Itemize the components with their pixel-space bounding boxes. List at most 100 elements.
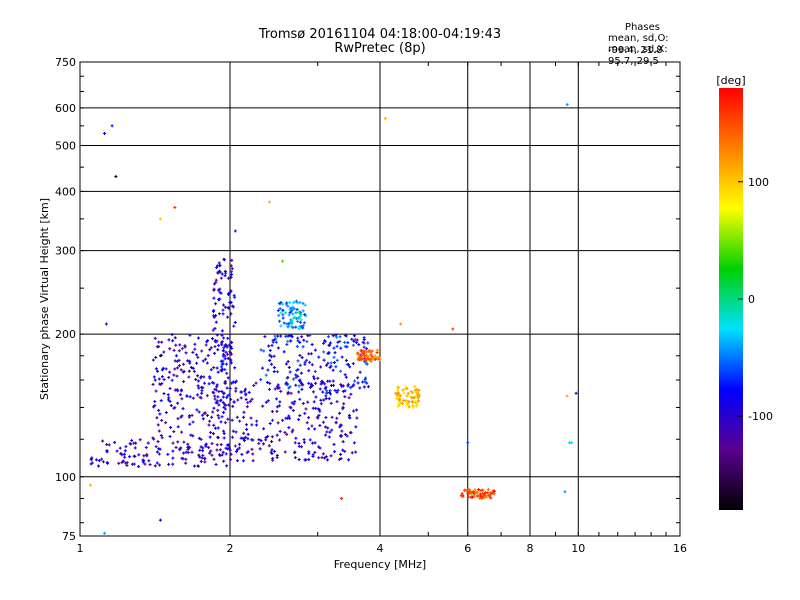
data-point xyxy=(411,390,415,394)
data-point xyxy=(475,490,479,494)
data-point xyxy=(220,415,224,419)
data-point xyxy=(301,324,305,328)
data-point xyxy=(336,388,340,392)
data-point xyxy=(331,334,335,338)
data-point xyxy=(356,353,360,357)
data-point xyxy=(121,459,125,463)
data-point xyxy=(215,333,219,337)
chart-subtitle: RwPretec (8p) xyxy=(334,41,426,56)
data-point xyxy=(329,361,333,365)
data-point xyxy=(301,345,305,349)
data-point xyxy=(323,425,327,429)
data-point xyxy=(365,357,369,361)
data-point xyxy=(258,447,262,451)
data-point xyxy=(340,355,344,359)
data-point xyxy=(291,312,295,316)
data-point xyxy=(308,360,312,364)
data-point xyxy=(219,420,223,424)
data-point xyxy=(309,352,313,356)
data-point xyxy=(268,421,272,425)
data-point xyxy=(565,103,569,107)
data-point xyxy=(477,488,481,492)
data-point xyxy=(168,370,172,374)
data-point xyxy=(202,375,206,379)
data-point xyxy=(275,370,279,374)
data-point xyxy=(324,416,328,420)
data-point xyxy=(213,387,217,391)
data-point xyxy=(195,408,199,412)
data-point xyxy=(226,352,230,356)
data-point xyxy=(290,430,294,434)
data-point xyxy=(324,396,328,400)
data-point xyxy=(482,492,486,496)
data-point xyxy=(210,442,214,446)
data-point xyxy=(343,449,347,453)
data-point xyxy=(235,415,239,419)
data-point xyxy=(337,458,341,461)
data-point xyxy=(137,465,141,469)
data-point xyxy=(201,417,205,421)
data-point xyxy=(171,339,175,343)
x-tick-label: 10 xyxy=(571,542,585,555)
data-point xyxy=(238,419,242,423)
data-point xyxy=(413,385,417,389)
data-point xyxy=(214,462,218,466)
data-point xyxy=(250,447,254,451)
data-point xyxy=(173,336,177,340)
data-point xyxy=(313,369,317,373)
data-point xyxy=(297,390,301,394)
data-point xyxy=(145,453,149,457)
data-point xyxy=(180,397,184,401)
data-point xyxy=(157,345,161,349)
data-point xyxy=(214,280,218,284)
data-point xyxy=(204,357,208,361)
data-point xyxy=(291,377,295,381)
data-point xyxy=(301,401,305,405)
data-point xyxy=(220,333,224,337)
data-point xyxy=(209,449,213,453)
data-point xyxy=(222,405,226,409)
x-axis-ticks: 1 2 4 6 8 10 16 xyxy=(77,62,687,555)
data-point xyxy=(179,446,183,450)
data-point xyxy=(330,428,334,432)
data-point xyxy=(413,388,417,392)
data-point xyxy=(344,334,348,338)
data-point xyxy=(217,298,221,302)
data-point xyxy=(187,369,191,373)
data-point xyxy=(275,385,279,389)
data-point xyxy=(177,349,181,353)
data-point xyxy=(181,407,185,411)
data-point xyxy=(210,415,214,419)
data-point xyxy=(303,313,307,317)
data-point xyxy=(355,416,359,420)
data-point xyxy=(173,359,177,363)
data-point xyxy=(345,345,349,349)
data-point xyxy=(221,401,225,405)
data-point xyxy=(233,366,237,370)
data-point xyxy=(408,394,412,398)
data-point xyxy=(294,376,298,380)
data-point xyxy=(226,276,230,280)
data-point xyxy=(335,344,339,348)
data-point xyxy=(230,304,234,308)
data-point xyxy=(174,354,178,358)
data-point xyxy=(330,415,334,419)
data-point xyxy=(210,337,214,341)
data-point xyxy=(334,335,338,339)
data-point xyxy=(238,442,242,446)
data-point xyxy=(234,430,238,434)
data-point xyxy=(332,442,336,446)
data-point xyxy=(226,417,230,421)
data-point xyxy=(159,433,163,437)
data-point xyxy=(346,384,350,388)
colorbar: 100 0 -100 [deg] xyxy=(716,74,773,510)
data-point xyxy=(195,361,199,365)
data-point xyxy=(216,436,220,440)
data-point xyxy=(89,458,93,462)
data-point xyxy=(417,395,421,399)
data-point xyxy=(221,303,225,307)
data-point xyxy=(166,398,170,402)
data-point xyxy=(270,418,274,422)
data-point xyxy=(151,382,155,386)
data-point xyxy=(322,341,326,345)
